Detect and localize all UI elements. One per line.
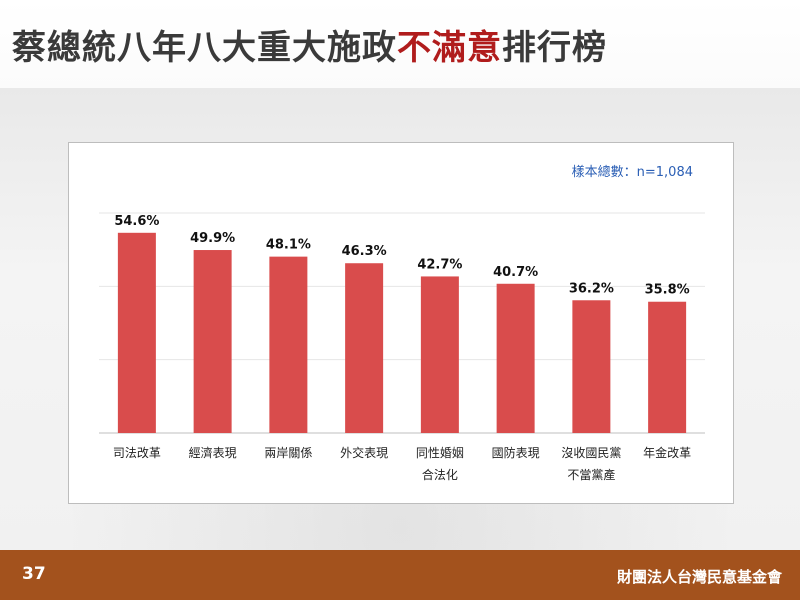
bar-4 (345, 263, 384, 433)
sample-size-note: 樣本總數：n=1,084 (571, 165, 693, 180)
slide-header: 蔡總統八年八大重大施政不滿意排行榜 (0, 0, 800, 88)
slide-footer: 37 財團法人台灣民意基金會 (0, 550, 800, 600)
category-label-2-line-1: 經濟表現 (189, 445, 237, 460)
organization-name: 財團法人台灣民意基金會 (616, 568, 782, 586)
bar-1 (117, 232, 156, 433)
bar-2 (193, 250, 232, 433)
category-label-3-line-1: 兩岸關係 (264, 446, 312, 460)
bar-8 (648, 301, 687, 433)
title-prefix: 蔡總統八年八大重大施政 (12, 28, 397, 68)
bar-5 (420, 276, 459, 433)
data-label-5: 42.7% (417, 257, 462, 272)
bar-3 (269, 256, 308, 433)
data-label-4: 46.3% (342, 244, 387, 259)
category-label-5-line-1: 同性婚姻 (416, 445, 464, 460)
data-label-8: 35.8% (645, 283, 690, 298)
slide-title: 蔡總統八年八大重大施政不滿意排行榜 (12, 20, 607, 69)
bar-chart: 54.6% 司法改革 49.9% 經濟表現 48.1% 兩岸關係 46.3% 外交表現 42.7… (99, 212, 705, 482)
category-label-7-line-2: 不當黨產 (567, 467, 615, 482)
data-label-7: 36.2% (569, 281, 614, 296)
category-label-8-line-1: 年金改革 (643, 445, 691, 460)
data-label-2: 49.9% (190, 231, 235, 246)
title-highlight: 不滿意 (397, 28, 502, 68)
chart-panel: 樣本總數：n=1,084 54.6% 司法改革 49.9% 經濟表現 48.1% 兩岸關係… (68, 142, 734, 504)
category-label-6-line-1: 國防表現 (492, 445, 540, 460)
data-label-3: 48.1% (266, 238, 311, 253)
title-suffix: 排行榜 (502, 28, 607, 68)
category-label-1-line-1: 司法改革 (113, 446, 161, 460)
page-number: 37 (22, 564, 46, 584)
data-label-1: 54.6% (114, 214, 159, 229)
category-label-4-line-1: 外交表現 (340, 445, 388, 460)
data-label-6: 40.7% (493, 265, 538, 280)
category-label-7-line-1: 沒收國民黨 (561, 446, 621, 460)
category-label-5-line-2: 合法化 (422, 467, 458, 482)
bar-7 (572, 300, 611, 433)
bar-6 (496, 283, 535, 433)
